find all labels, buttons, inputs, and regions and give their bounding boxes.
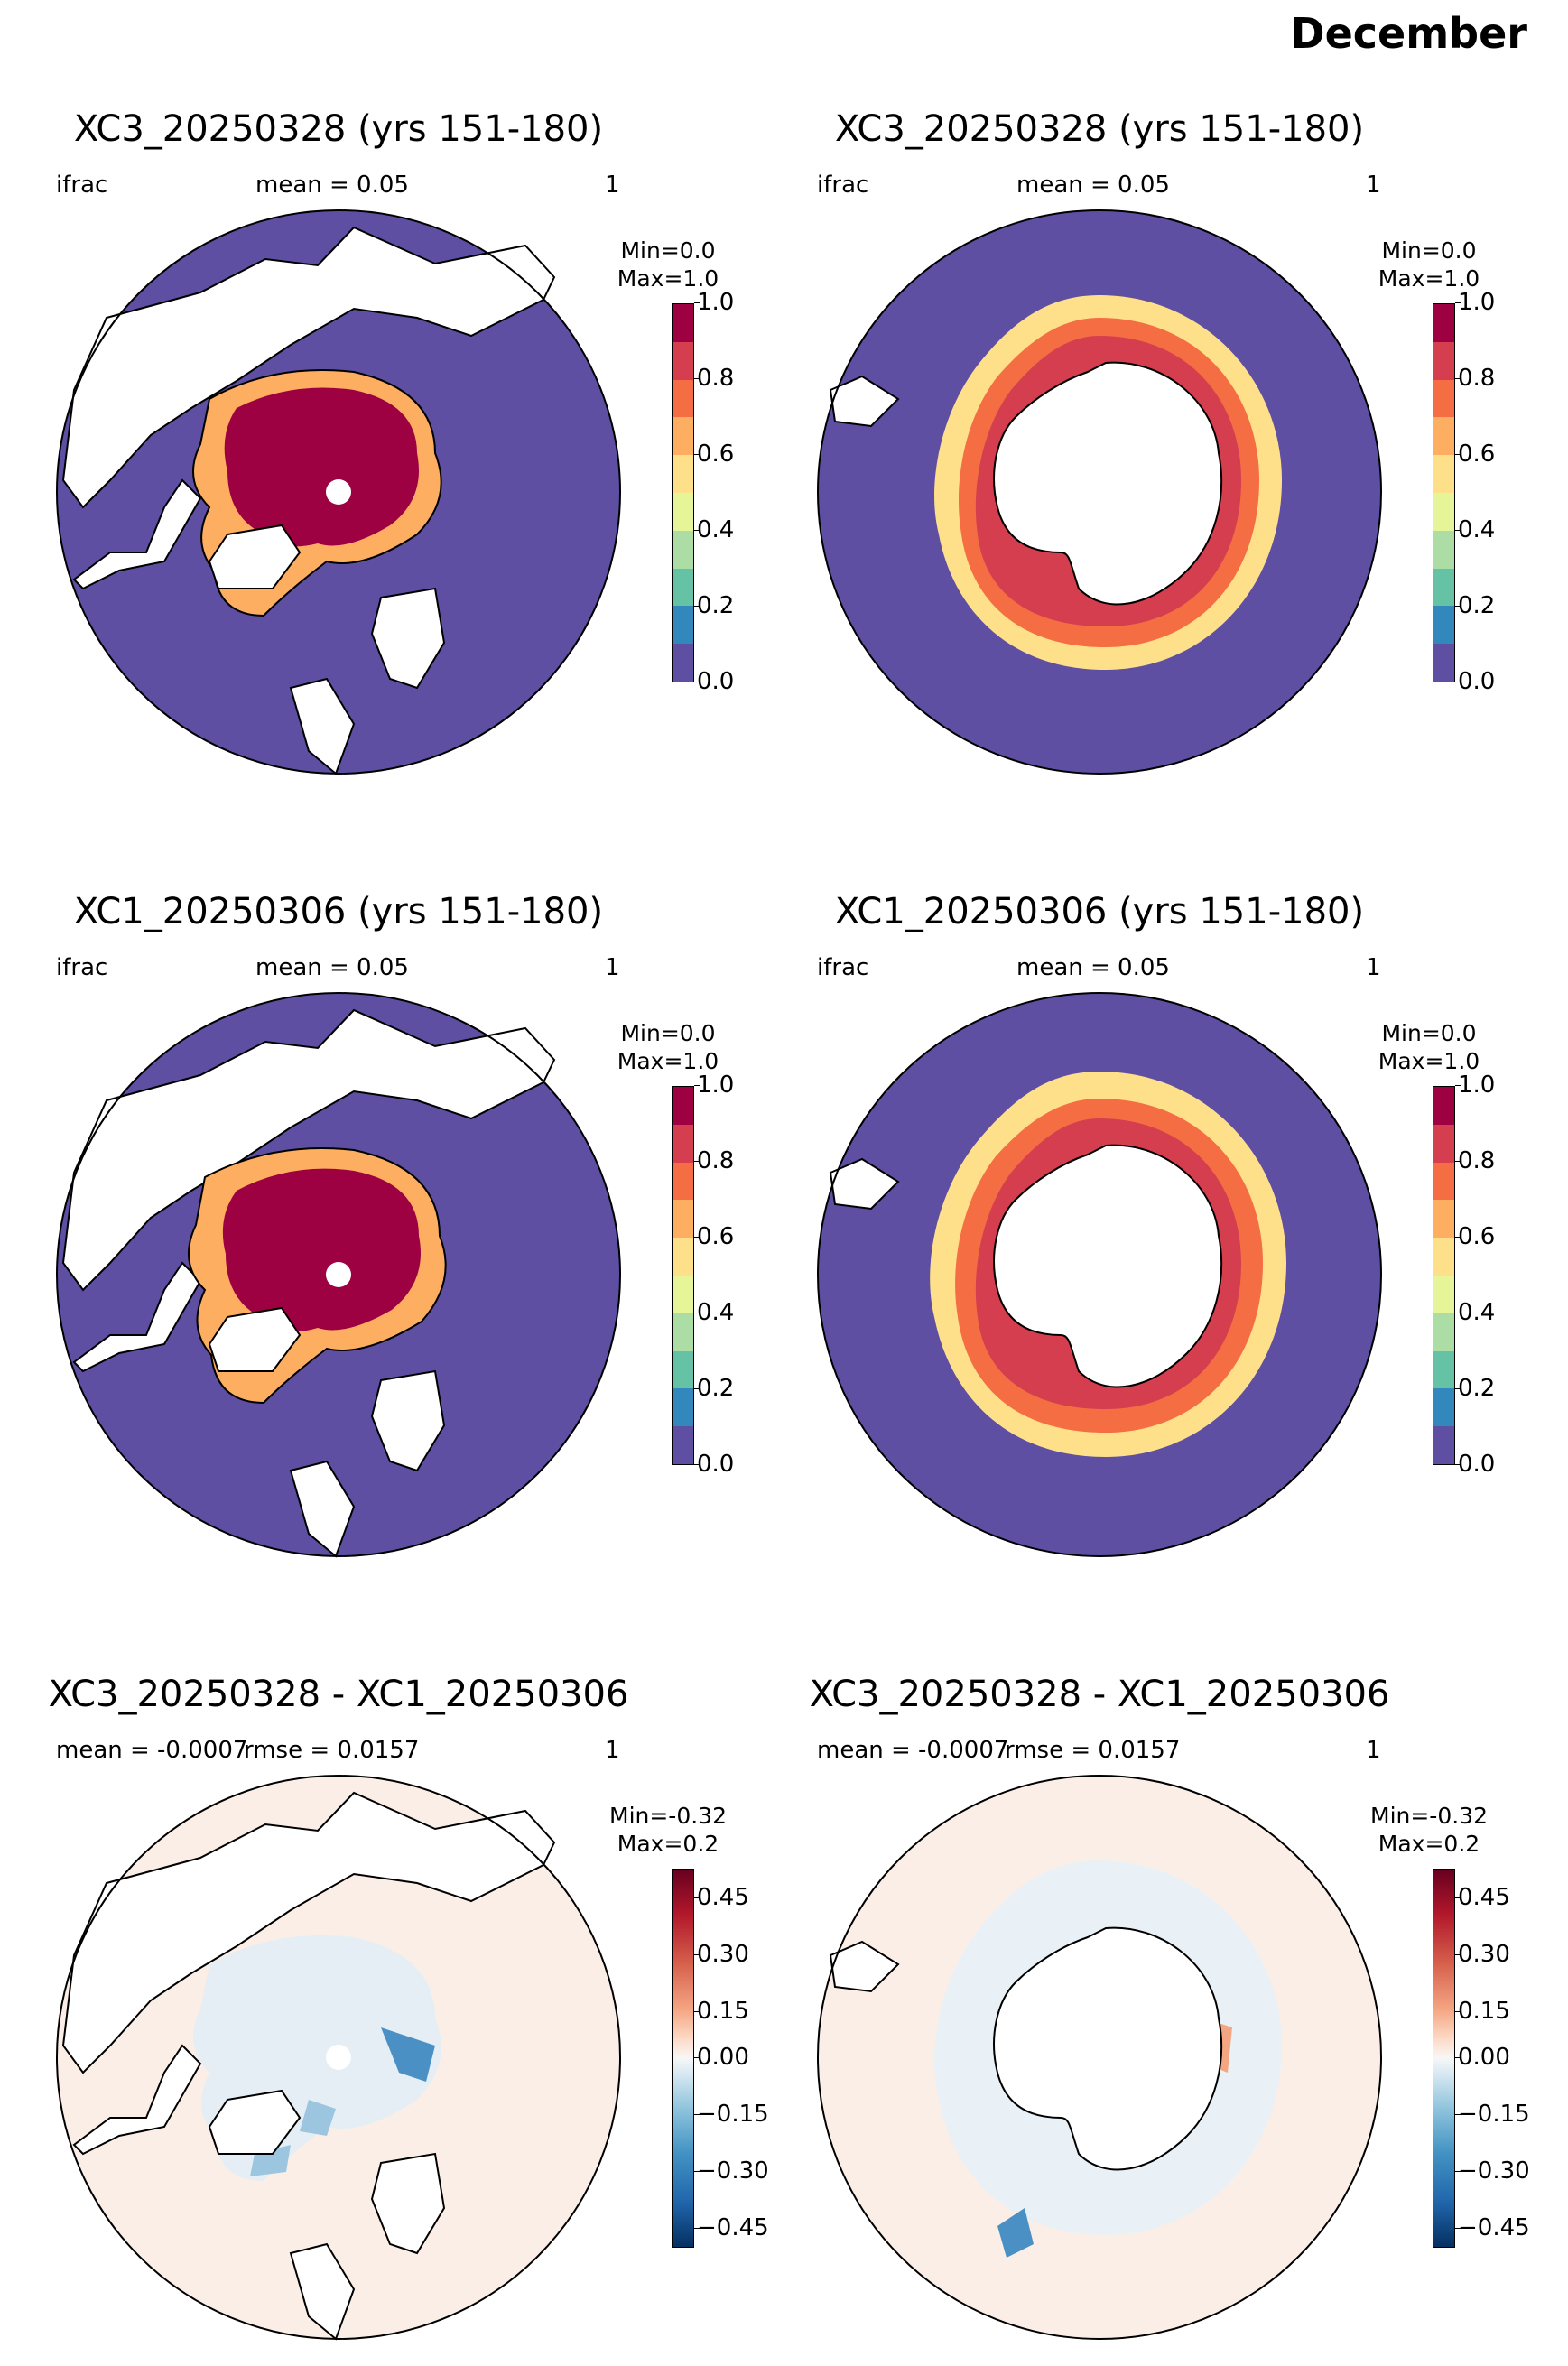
colorbar-tick: 0.15: [694, 1998, 749, 2025]
colorbar-tick: 0.30: [694, 1941, 749, 1968]
month-label: 1: [1366, 172, 1381, 199]
north-polar-map: [56, 209, 621, 775]
colorbar-tick: 0.0: [1454, 668, 1496, 695]
colorbar-tick: 0.2: [1454, 592, 1496, 619]
colorbar-tick: 1.0: [1454, 1072, 1496, 1099]
rmse-label: rmse = 0.0157: [1005, 1737, 1181, 1764]
colorbar-tick: 0.4: [693, 1299, 735, 1326]
colorbar: [1433, 1086, 1455, 1465]
variable-label: ifrac: [56, 172, 108, 199]
colorbar-tick: 1.0: [693, 1072, 735, 1099]
map-panel: XC1_20250306 (yrs 151-180) ifrac mean = …: [0, 783, 776, 1559]
min-value: Min=-0.32: [609, 1803, 727, 1829]
mean-label: mean = 0.05: [1016, 954, 1170, 981]
colorbar-tick: 0.6: [1454, 441, 1496, 468]
colorbar-tick: 0.00: [694, 2044, 749, 2071]
south-polar-map: [817, 1775, 1382, 2340]
max-value: Max=0.2: [1378, 1831, 1480, 1857]
max-value: Max=1.0: [617, 1048, 719, 1074]
colorbar-tick: 0.00: [1455, 2044, 1510, 2071]
min-max-label: Min=0.0 Max=1.0: [578, 1019, 758, 1075]
mean-label: mean = 0.05: [255, 172, 409, 199]
colorbar-tick: −0.45: [1455, 2214, 1530, 2241]
figure-title: December: [1290, 9, 1527, 58]
north-polar-map: [56, 992, 621, 1558]
colorbar-tick: −0.30: [694, 2157, 769, 2185]
colorbar-tick: 1.0: [693, 289, 735, 316]
north-polar-map: [56, 1775, 621, 2341]
min-value: Min=0.0: [1381, 237, 1477, 264]
colorbar-tick: 0.0: [693, 1451, 735, 1478]
min-max-label: Min=-0.32 Max=0.2: [1339, 1802, 1519, 1858]
month-label: 1: [1366, 954, 1381, 981]
max-value: Max=1.0: [617, 265, 719, 292]
min-max-label: Min=0.0 Max=1.0: [1339, 237, 1519, 292]
colorbar-tick: 0.2: [693, 1375, 735, 1402]
variable-label: ifrac: [817, 954, 869, 981]
map-panel: XC3_20250328 - XC1_20250306 mean = -0.00…: [0, 1565, 776, 2342]
min-max-label: Min=0.0 Max=1.0: [578, 237, 758, 292]
min-value: Min=0.0: [1381, 1020, 1477, 1046]
colorbar-tick: 0.6: [1454, 1223, 1496, 1250]
colorbar-tick: 0.8: [693, 365, 735, 392]
mean-label: mean = 0.05: [1016, 172, 1170, 199]
min-value: Min=0.0: [620, 237, 716, 264]
panel-title: XC1_20250306 (yrs 151-180): [73, 891, 604, 932]
panel-title: XC3_20250328 - XC1_20250306: [809, 1674, 1390, 1715]
colorbar: [672, 1086, 694, 1465]
colorbar-tick: 0.4: [1454, 1299, 1496, 1326]
colorbar-tick: −0.15: [694, 2101, 769, 2128]
month-label: 1: [605, 954, 620, 981]
colorbar-tick: 0.4: [693, 516, 735, 543]
colorbar-tick: 1.0: [1454, 289, 1496, 316]
colorbar-tick: 0.2: [693, 592, 735, 619]
colorbar: [1433, 303, 1455, 682]
month-label: 1: [605, 172, 620, 199]
colorbar-tick: −0.15: [1455, 2101, 1530, 2128]
map-panel: XC1_20250306 (yrs 151-180) ifrac mean = …: [761, 783, 1537, 1559]
map-panel: XC3_20250328 (yrs 151-180) ifrac mean = …: [0, 0, 776, 776]
min-value: Min=0.0: [620, 1020, 716, 1046]
panel-title: XC3_20250328 - XC1_20250306: [48, 1674, 629, 1715]
colorbar-tick: 0.45: [694, 1884, 749, 1911]
min-value: Min=-0.32: [1370, 1803, 1488, 1829]
panel-title: XC3_20250328 (yrs 151-180): [834, 108, 1365, 150]
colorbar-tick: 0.30: [1455, 1941, 1510, 1968]
month-label: 1: [1366, 1737, 1381, 1764]
colorbar-tick: 0.15: [1455, 1998, 1510, 2025]
mean-label: mean = -0.0007: [817, 1737, 1009, 1764]
map-panel: XC3_20250328 - XC1_20250306 mean = -0.00…: [761, 1565, 1537, 2342]
colorbar-tick: 0.8: [1454, 365, 1496, 392]
colorbar-tick: 0.0: [1454, 1451, 1496, 1478]
colorbar-tick: 0.8: [693, 1147, 735, 1174]
colorbar-tick: −0.45: [694, 2214, 769, 2241]
colorbar-tick: 0.8: [1454, 1147, 1496, 1174]
max-value: Max=0.2: [617, 1831, 719, 1857]
variable-label: ifrac: [56, 954, 108, 981]
colorbar: [672, 303, 694, 682]
rmse-label: rmse = 0.0157: [244, 1737, 420, 1764]
variable-label: ifrac: [817, 172, 869, 199]
colorbar-tick: −0.30: [1455, 2157, 1530, 2185]
mean-label: mean = -0.0007: [56, 1737, 248, 1764]
colorbar-tick: 0.0: [693, 668, 735, 695]
panel-title: XC1_20250306 (yrs 151-180): [834, 891, 1365, 932]
south-polar-map: [817, 209, 1382, 775]
max-value: Max=1.0: [1378, 265, 1480, 292]
min-max-label: Min=0.0 Max=1.0: [1339, 1019, 1519, 1075]
colorbar-tick: 0.6: [693, 1223, 735, 1250]
south-polar-map: [817, 992, 1382, 1557]
max-value: Max=1.0: [1378, 1048, 1480, 1074]
colorbar-tick: 0.45: [1455, 1884, 1510, 1911]
mean-label: mean = 0.05: [255, 954, 409, 981]
colorbar: [672, 1869, 694, 2248]
panel-title: XC3_20250328 (yrs 151-180): [73, 108, 604, 150]
colorbar: [1433, 1869, 1455, 2248]
map-panel: XC3_20250328 (yrs 151-180) ifrac mean = …: [761, 0, 1537, 776]
min-max-label: Min=-0.32 Max=0.2: [578, 1802, 758, 1858]
colorbar-tick: 0.6: [693, 441, 735, 468]
colorbar-tick: 0.4: [1454, 516, 1496, 543]
month-label: 1: [605, 1737, 620, 1764]
colorbar-tick: 0.2: [1454, 1375, 1496, 1402]
